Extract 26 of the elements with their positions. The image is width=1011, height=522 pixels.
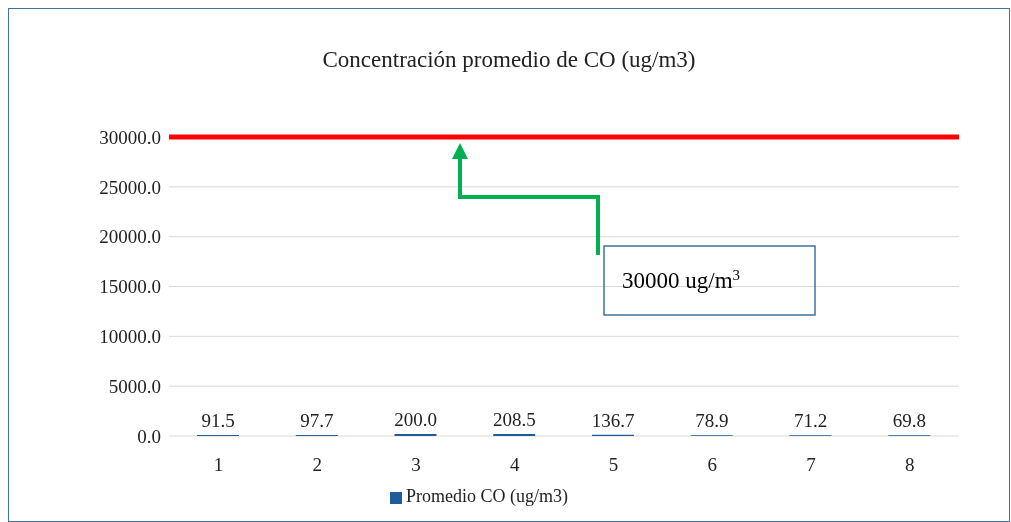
x-tick-label: 5	[608, 454, 619, 476]
data-label: 97.7	[300, 410, 334, 432]
chart-title: Concentración promedio de CO (ug/m3)	[321, 47, 697, 73]
y-tick-label: 5000.0	[108, 375, 161, 397]
x-tick-label: 7	[806, 454, 816, 476]
x-tick-label: 1	[213, 454, 224, 476]
annotation: 30000 ug/m$^{3}$	[622, 267, 740, 293]
data-label: 91.5	[201, 410, 235, 432]
x-tick-label: 3	[411, 454, 421, 476]
data-label: 78.9	[695, 410, 729, 432]
y-tick-label: 25000.0	[99, 176, 161, 198]
legend-label: Promedio CO (ug/m3)	[406, 486, 568, 506]
x-tick-label: 6	[707, 454, 717, 476]
y-tick-label: 30000.0	[99, 126, 161, 148]
data-label: 136.7	[591, 409, 635, 431]
data-label: 200.0	[394, 409, 437, 431]
data-label: 208.5	[492, 408, 536, 430]
x-tick-label: 2	[312, 454, 322, 476]
y-tick-label: 20000.0	[99, 226, 161, 248]
x-tick-label: 8	[904, 454, 915, 476]
y-tick-label: 15000.0	[99, 276, 161, 298]
y-tick-label: 0.0	[137, 425, 161, 447]
y-tick-label: 10000.0	[99, 326, 161, 348]
x-tick-label: 4	[509, 454, 520, 476]
data-label: 69.8	[892, 410, 926, 432]
data-label: 71.2	[793, 410, 828, 432]
